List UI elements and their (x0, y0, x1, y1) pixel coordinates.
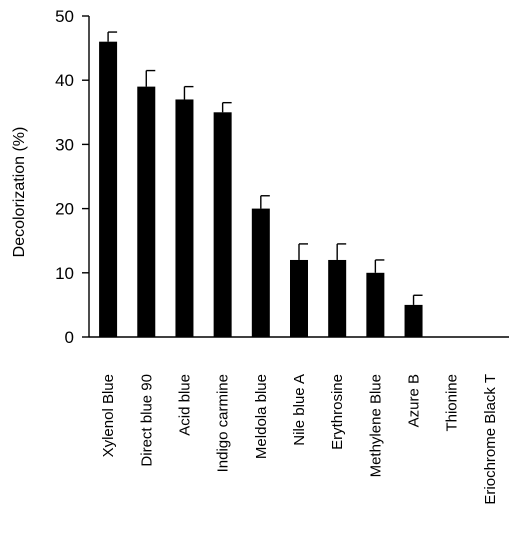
bar (328, 259, 347, 337)
x-category-label: Eriochrome Black T (482, 374, 499, 505)
x-category-label: Thionine (444, 374, 461, 432)
x-category-label: Nile blue A (291, 374, 308, 446)
x-category-label: Erythrosine (329, 374, 346, 450)
x-category-label: Direct blue 90 (138, 374, 155, 467)
x-category-label: Xylenol Blue (100, 374, 117, 457)
y-tick-label: 30 (55, 135, 74, 154)
y-tick-label: 0 (65, 328, 74, 347)
x-category-label: Acid blue (176, 374, 193, 436)
bar (366, 272, 385, 337)
category-labels: Xylenol Blue Direct blue 90 Acid blue Indig… (100, 374, 499, 505)
bar (290, 259, 308, 337)
bar (137, 86, 156, 338)
bar (99, 41, 118, 338)
bar (251, 208, 270, 337)
error-bars (107, 31, 423, 305)
x-category-label: Azure B (406, 374, 423, 427)
bars (99, 41, 423, 338)
y-tick-label: 40 (55, 71, 74, 90)
bar (175, 99, 194, 338)
y-tick-label: 50 (55, 7, 74, 26)
x-category-label: Methylene Blue (367, 374, 384, 477)
y-tick-label: 10 (55, 264, 74, 283)
bar (213, 112, 232, 337)
y-axis: 0 10 20 30 40 50 (55, 7, 90, 347)
x-category-label: Meldola blue (253, 374, 270, 459)
x-category-label: Indigo carmine (215, 374, 232, 472)
bar (404, 304, 423, 337)
y-tick-label: 20 (55, 200, 74, 219)
y-axis-title: Decolorization (%) (11, 127, 28, 258)
